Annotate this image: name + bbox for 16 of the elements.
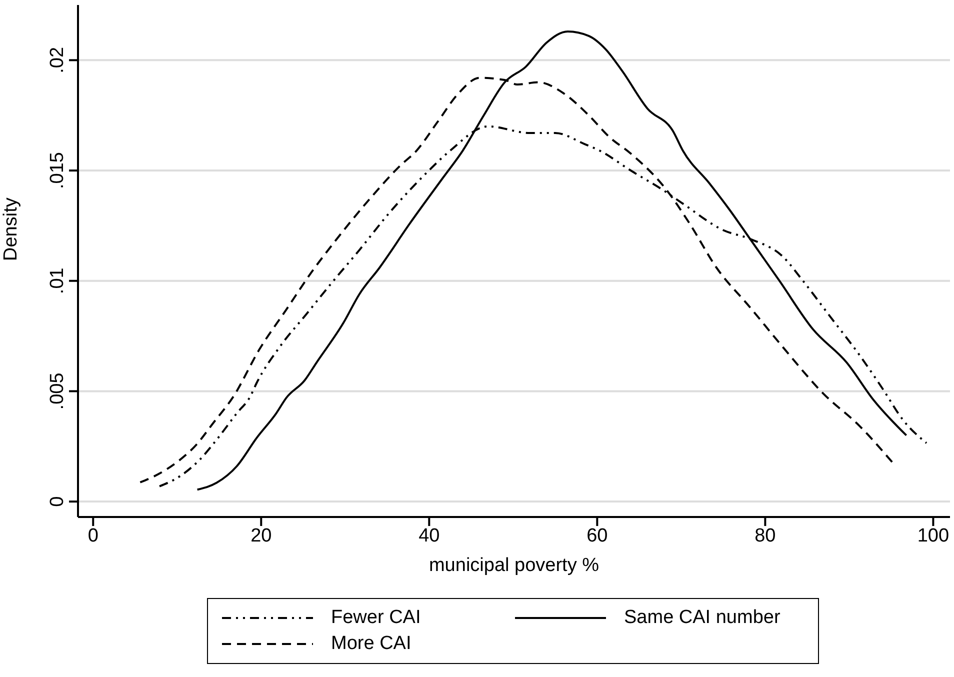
x-tick-label: 20 bbox=[250, 525, 272, 546]
y-tick-label: .02 bbox=[47, 46, 68, 74]
legend-label: Fewer CAI bbox=[331, 607, 421, 629]
x-tick-label: 100 bbox=[917, 525, 950, 546]
x-tick-label: 40 bbox=[418, 525, 440, 546]
y-tick-label: .005 bbox=[47, 372, 68, 410]
x-tick-label: 0 bbox=[88, 525, 98, 546]
y-tick-label: 0 bbox=[47, 496, 68, 507]
x-tick-label: 60 bbox=[586, 525, 608, 546]
x-tick-label: 80 bbox=[754, 525, 776, 546]
y-tick-label: .015 bbox=[47, 152, 68, 190]
x-axis-title: municipal poverty % bbox=[428, 555, 600, 576]
y-axis-title: Density bbox=[0, 197, 22, 261]
legend-label: More CAI bbox=[331, 633, 412, 655]
legend-label: Same CAI number bbox=[624, 607, 780, 629]
y-tick-label: .01 bbox=[47, 268, 68, 294]
